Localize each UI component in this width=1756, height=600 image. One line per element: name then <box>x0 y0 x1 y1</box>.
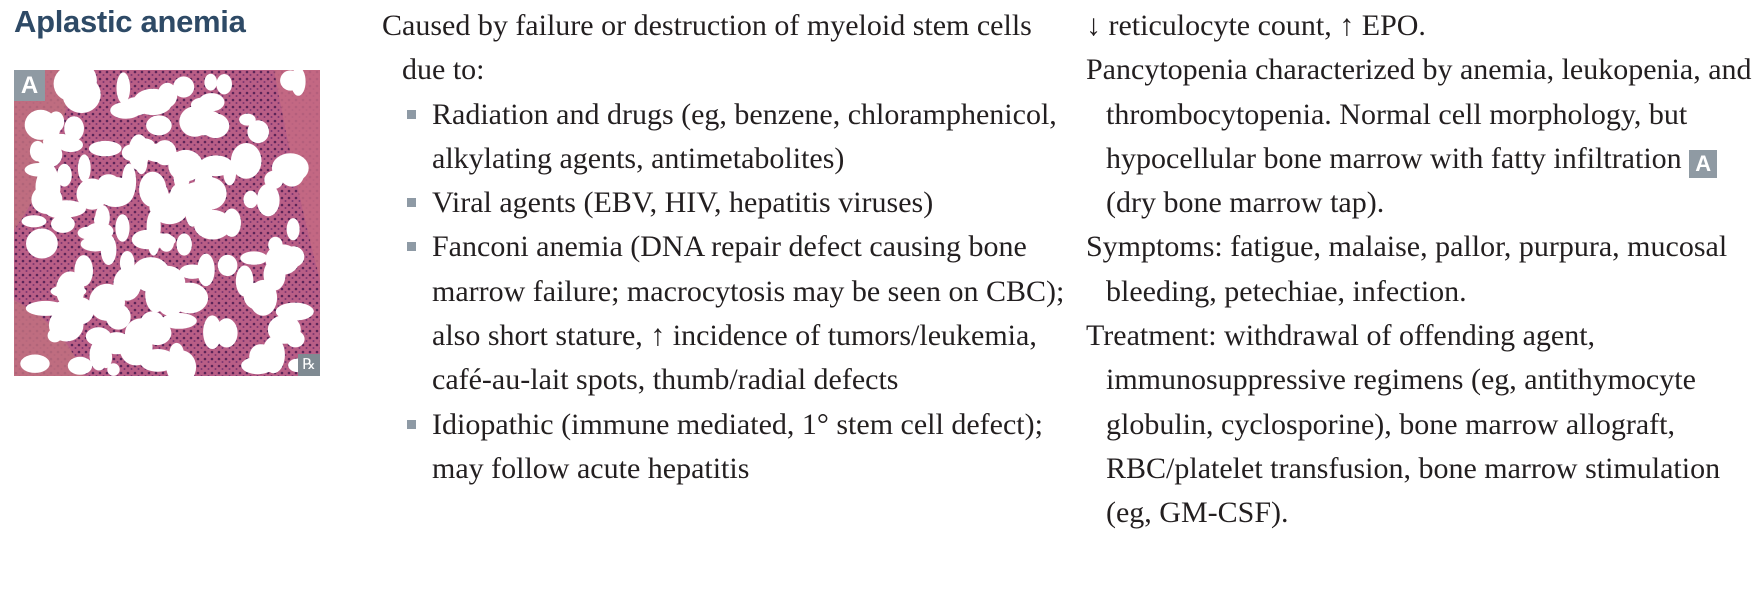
fat-cell <box>124 318 158 349</box>
bone-marrow-histology-image: A ℞ <box>14 70 320 376</box>
fat-cell <box>240 251 268 265</box>
fat-cell <box>271 153 309 183</box>
fat-cell <box>80 236 110 252</box>
histology-graphic <box>14 70 320 376</box>
fat-cell <box>247 120 269 144</box>
pancytopenia-text: Pancytopenia characterized by anemia, le… <box>1086 53 1752 175</box>
fat-cell <box>88 140 122 157</box>
list-item: Fanconi anemia (DNA repair defect causin… <box>382 225 1082 402</box>
fat-cell <box>48 308 84 342</box>
pancytopenia-paragraph: Pancytopenia characterized by anemia, le… <box>1086 48 1754 225</box>
fat-cell <box>263 259 286 291</box>
fat-cell <box>45 204 79 219</box>
list-item-text: Radiation and drugs (eg, benzene, chlora… <box>432 97 1057 175</box>
fat-cell <box>204 73 217 91</box>
fat-cell <box>217 254 238 277</box>
fat-cell <box>64 116 84 141</box>
list-item-text: Viral agents (EBV, HIV, hepatitis viruse… <box>432 186 934 220</box>
fat-cell <box>77 154 91 182</box>
treatment-paragraph: Treatment: withdrawal of offending agent… <box>1086 319 1721 530</box>
fat-cell <box>146 115 172 136</box>
fat-cell <box>161 313 197 329</box>
fat-cell <box>291 70 306 96</box>
fat-cell <box>147 223 160 256</box>
causes-column: Caused by failure or destruction of myel… <box>382 4 1082 491</box>
list-item-text: Fanconi anemia (DNA repair defect causin… <box>432 230 1065 397</box>
fat-cell <box>67 356 93 375</box>
bullet-icon <box>407 109 416 119</box>
fat-cell <box>282 246 305 268</box>
fat-cell <box>105 304 131 330</box>
fat-cell <box>216 74 232 95</box>
fat-cell <box>53 70 87 101</box>
fat-cell <box>110 102 142 119</box>
fat-cell <box>94 212 108 228</box>
fat-cell <box>168 149 203 182</box>
fat-cell <box>203 315 222 349</box>
fat-cell <box>197 253 215 287</box>
fat-cell <box>121 144 141 161</box>
rx-badge-icon: ℞ <box>298 354 320 376</box>
fat-cell <box>115 214 130 242</box>
fat-cell <box>45 113 61 141</box>
pancytopenia-text-end: (dry bone marrow tap). <box>1106 186 1385 220</box>
fat-cell <box>89 339 109 371</box>
fat-cell <box>113 267 141 301</box>
list-item: Radiation and drugs (eg, benzene, chlora… <box>382 93 1082 182</box>
fat-cell <box>243 283 276 311</box>
fat-cell <box>186 109 224 136</box>
fat-cell <box>169 342 184 365</box>
fat-cell <box>286 330 305 348</box>
fat-cell <box>21 215 47 228</box>
lab-findings: ↓ reticulocyte count, ↑ EPO. <box>1086 9 1426 42</box>
fat-cell <box>239 113 256 126</box>
fat-cell <box>170 282 209 314</box>
fat-cell <box>256 183 280 217</box>
fat-cell <box>42 133 78 150</box>
fat-cell <box>286 218 300 241</box>
fat-cell <box>107 363 120 376</box>
causes-list: Radiation and drugs (eg, benzene, chlora… <box>382 93 1082 492</box>
fat-cell <box>20 354 50 373</box>
fat-cell <box>187 187 223 203</box>
symptoms-paragraph: Symptoms: fatigue, malaise, pallor, purp… <box>1086 230 1728 308</box>
fat-cell <box>57 163 72 187</box>
bullet-icon <box>407 198 416 208</box>
fat-cell <box>249 344 273 370</box>
fat-cell <box>275 302 314 321</box>
fat-cell <box>222 208 241 237</box>
causes-intro: Caused by failure or destruction of myel… <box>382 9 1032 87</box>
fat-cell <box>51 215 75 233</box>
fat-cell <box>198 155 234 177</box>
fat-cell <box>26 228 58 259</box>
fat-cell <box>116 72 131 104</box>
fat-cell <box>149 199 172 216</box>
fat-cell <box>230 143 262 179</box>
fat-cell <box>176 233 192 256</box>
fat-cell <box>133 276 167 291</box>
fat-cell <box>215 318 238 348</box>
section-heading: Aplastic anemia <box>14 4 246 39</box>
list-item: Viral agents (EBV, HIV, hepatitis viruse… <box>382 181 1082 225</box>
bullet-icon <box>407 242 416 252</box>
bullet-icon <box>407 419 416 429</box>
fat-cell <box>142 143 177 163</box>
fat-cell <box>96 177 135 207</box>
fat-cell <box>243 190 258 209</box>
fat-cell <box>173 76 195 98</box>
list-item-text: Idiopathic (immune mediated, 1° stem cel… <box>432 407 1043 485</box>
figure-label-tag: A <box>14 70 45 101</box>
figure-reference-tag: A <box>1689 149 1718 178</box>
findings-column: ↓ reticulocyte count, ↑ EPO. Pancytopeni… <box>1086 4 1754 536</box>
list-item: Idiopathic (immune mediated, 1° stem cel… <box>382 403 1082 492</box>
